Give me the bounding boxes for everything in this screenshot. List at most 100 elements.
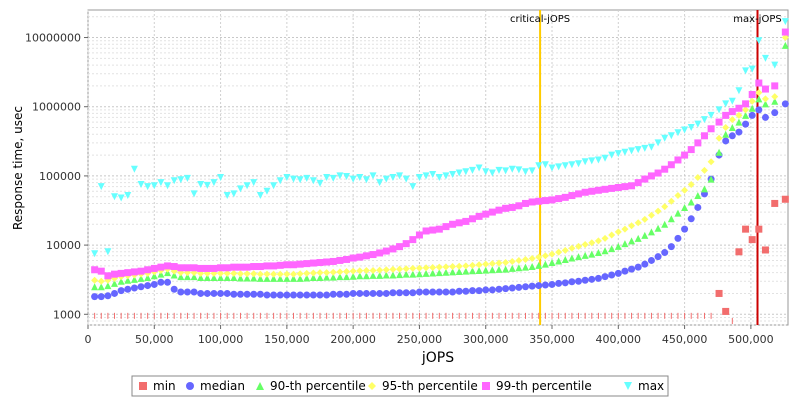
data-point bbox=[389, 245, 397, 253]
data-point bbox=[515, 166, 523, 174]
data-point bbox=[667, 161, 675, 169]
data-point bbox=[735, 248, 743, 256]
data-point bbox=[475, 164, 483, 172]
data-point bbox=[349, 289, 357, 297]
data-point bbox=[243, 274, 251, 282]
data-point bbox=[707, 111, 715, 119]
data-point bbox=[137, 181, 145, 189]
data-point bbox=[442, 223, 450, 231]
data-point bbox=[117, 194, 125, 202]
x-tick-label: 0 bbox=[85, 333, 92, 346]
data-point bbox=[748, 91, 756, 99]
data-point bbox=[608, 271, 616, 279]
data-point bbox=[309, 291, 317, 299]
data-point bbox=[402, 240, 410, 248]
data-point bbox=[601, 154, 609, 162]
data-point bbox=[97, 267, 105, 275]
data-point bbox=[654, 224, 662, 232]
data-point bbox=[144, 266, 152, 274]
data-point bbox=[667, 197, 675, 205]
x-tick-label: 400,000 bbox=[596, 333, 642, 346]
data-point bbox=[349, 272, 357, 280]
data-point bbox=[761, 113, 769, 121]
x-tick-label: 300,000 bbox=[463, 333, 509, 346]
data-point bbox=[336, 172, 344, 180]
data-point bbox=[707, 175, 715, 183]
data-point bbox=[223, 274, 231, 282]
data-point bbox=[256, 270, 264, 278]
data-point bbox=[442, 288, 450, 296]
data-point bbox=[130, 284, 138, 292]
data-point bbox=[575, 242, 583, 250]
data-point bbox=[362, 272, 370, 280]
data-point bbox=[343, 273, 351, 281]
data-point bbox=[336, 273, 344, 281]
data-point bbox=[217, 274, 225, 282]
data-point bbox=[667, 215, 675, 223]
data-point bbox=[415, 288, 423, 296]
data-point bbox=[396, 243, 404, 251]
data-point bbox=[223, 192, 231, 200]
data-point bbox=[323, 269, 331, 277]
data-point bbox=[608, 184, 616, 192]
data-point bbox=[217, 264, 225, 272]
data-point bbox=[742, 120, 750, 128]
data-point bbox=[263, 187, 271, 195]
series-max bbox=[91, 18, 789, 258]
reference-line-label: max-jOPS bbox=[733, 14, 781, 25]
data-point bbox=[429, 269, 437, 277]
data-point bbox=[343, 290, 351, 298]
data-point bbox=[535, 282, 543, 290]
data-point bbox=[568, 254, 576, 262]
data-point bbox=[362, 252, 370, 260]
data-point bbox=[369, 271, 377, 279]
data-point bbox=[250, 274, 258, 282]
data-point bbox=[515, 283, 523, 291]
data-point bbox=[356, 272, 364, 280]
data-point bbox=[728, 124, 736, 132]
data-point bbox=[382, 271, 390, 279]
data-point bbox=[781, 18, 789, 26]
data-point bbox=[634, 179, 642, 187]
data-point bbox=[243, 290, 251, 298]
data-point bbox=[203, 274, 211, 282]
data-point bbox=[687, 146, 695, 154]
data-point bbox=[97, 283, 105, 291]
data-point bbox=[581, 276, 589, 284]
y-tick-label: 1000 bbox=[53, 308, 81, 321]
data-point bbox=[429, 288, 437, 296]
data-point bbox=[482, 210, 490, 218]
data-point bbox=[276, 274, 284, 282]
data-point bbox=[748, 65, 756, 73]
data-point bbox=[755, 89, 763, 97]
legend-label: 90-th percentile bbox=[270, 379, 366, 393]
data-point bbox=[170, 285, 178, 293]
data-point bbox=[681, 186, 689, 194]
data-point bbox=[661, 165, 669, 173]
data-point bbox=[303, 269, 311, 277]
data-point bbox=[389, 271, 397, 279]
data-point bbox=[422, 288, 430, 296]
y-axis-title: Response time, usec bbox=[11, 106, 25, 230]
data-point bbox=[316, 291, 324, 299]
data-point bbox=[449, 170, 457, 178]
data-point bbox=[157, 179, 165, 187]
data-point bbox=[455, 268, 463, 276]
data-point bbox=[700, 116, 708, 124]
data-point bbox=[356, 253, 364, 261]
data-point bbox=[614, 183, 622, 191]
data-point bbox=[190, 288, 198, 296]
data-point bbox=[581, 241, 589, 249]
data-point bbox=[495, 166, 503, 174]
data-point bbox=[634, 234, 642, 242]
data-point bbox=[722, 124, 730, 132]
data-point bbox=[429, 226, 437, 234]
data-point bbox=[755, 106, 763, 114]
data-point bbox=[728, 108, 736, 116]
data-point bbox=[455, 287, 463, 295]
data-point bbox=[190, 190, 198, 198]
data-point bbox=[628, 222, 636, 230]
data-point bbox=[137, 283, 145, 291]
data-point bbox=[488, 208, 496, 216]
